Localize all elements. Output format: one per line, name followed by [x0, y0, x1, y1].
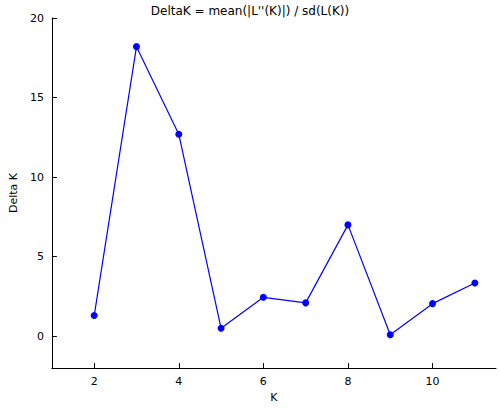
svg-text:Delta K: Delta K: [7, 172, 20, 213]
svg-text:10: 10: [426, 375, 440, 388]
svg-text:K: K: [270, 391, 278, 404]
svg-text:5: 5: [37, 250, 44, 263]
svg-text:10: 10: [30, 171, 44, 184]
svg-text:15: 15: [30, 91, 44, 104]
svg-text:20: 20: [30, 12, 44, 25]
svg-text:2: 2: [91, 375, 98, 388]
svg-text:8: 8: [344, 375, 351, 388]
svg-text:DeltaK = mean(|L''(K)|) / sd(L: DeltaK = mean(|L''(K)|) / sd(L(K)): [151, 4, 349, 18]
svg-text:0: 0: [37, 330, 44, 343]
svg-text:6: 6: [260, 375, 267, 388]
svg-text:4: 4: [175, 375, 182, 388]
